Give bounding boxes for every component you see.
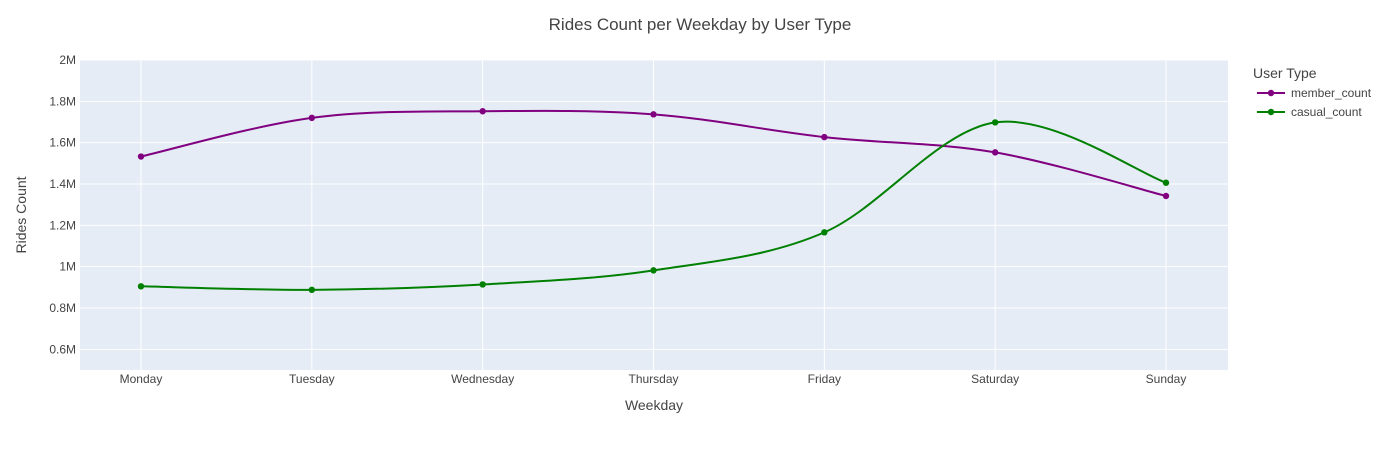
data-point-casual_count[interactable] xyxy=(1162,179,1170,186)
data-point-casual_count[interactable] xyxy=(991,119,999,126)
data-point-casual_count[interactable] xyxy=(308,286,316,294)
y-axis-ticks: 0.6M 0.8M 1M 1.2M 1.4M 1.6M 1.8M 2M xyxy=(49,53,76,356)
y-tick-label: 1.2M xyxy=(49,218,76,232)
x-tick-label: Tuesday xyxy=(289,372,335,386)
legend-title: User Type xyxy=(1253,65,1317,81)
chart-title: Rides Count per Weekday by User Type xyxy=(549,15,852,34)
legend-items: member_count casual_count xyxy=(1257,86,1372,119)
x-tick-label: Thursday xyxy=(628,372,678,386)
data-point-member_count[interactable] xyxy=(479,108,486,115)
data-point-member_count[interactable] xyxy=(137,153,145,160)
grid-lines xyxy=(80,59,1228,370)
x-tick-label: Saturday xyxy=(971,372,1019,386)
legend-item-member_count[interactable]: member_count xyxy=(1257,86,1372,100)
data-point-casual_count[interactable] xyxy=(650,267,657,274)
x-axis-title: Weekday xyxy=(625,397,683,413)
x-axis-ticks: Monday Tuesday Wednesday Thursday Friday Satu… xyxy=(120,372,1187,386)
data-point-member_count[interactable] xyxy=(1162,192,1170,200)
x-tick-label: Friday xyxy=(808,372,841,386)
x-tick-label: Wednesday xyxy=(451,372,514,386)
data-point-member_count[interactable] xyxy=(308,114,316,122)
data-point-casual_count[interactable] xyxy=(479,281,486,288)
y-tick-label: 1.8M xyxy=(49,94,76,108)
legend-swatch-marker xyxy=(1267,89,1275,97)
x-tick-label: Sunday xyxy=(1146,372,1187,386)
data-point-casual_count[interactable] xyxy=(821,229,828,236)
y-tick-label: 1.4M xyxy=(49,177,76,191)
x-tick-label: Monday xyxy=(120,372,163,386)
legend[interactable]: User Type member_count casual_count xyxy=(1253,65,1372,119)
data-point-member_count[interactable] xyxy=(991,149,999,156)
y-axis-title: Rides Count xyxy=(13,176,29,253)
y-tick-label: 1.6M xyxy=(49,136,76,150)
legend-label: member_count xyxy=(1291,86,1372,100)
data-points xyxy=(137,108,1170,294)
legend-label: casual_count xyxy=(1291,105,1362,119)
y-tick-label: 0.6M xyxy=(49,342,76,356)
data-point-member_count[interactable] xyxy=(821,133,828,141)
legend-swatch-marker xyxy=(1267,108,1275,116)
data-point-casual_count[interactable] xyxy=(137,283,145,290)
y-tick-label: 0.8M xyxy=(49,301,76,315)
legend-item-casual_count[interactable]: casual_count xyxy=(1257,105,1362,119)
y-tick-label: 2M xyxy=(59,53,76,67)
y-tick-label: 1M xyxy=(59,260,76,274)
data-point-member_count[interactable] xyxy=(650,111,657,118)
